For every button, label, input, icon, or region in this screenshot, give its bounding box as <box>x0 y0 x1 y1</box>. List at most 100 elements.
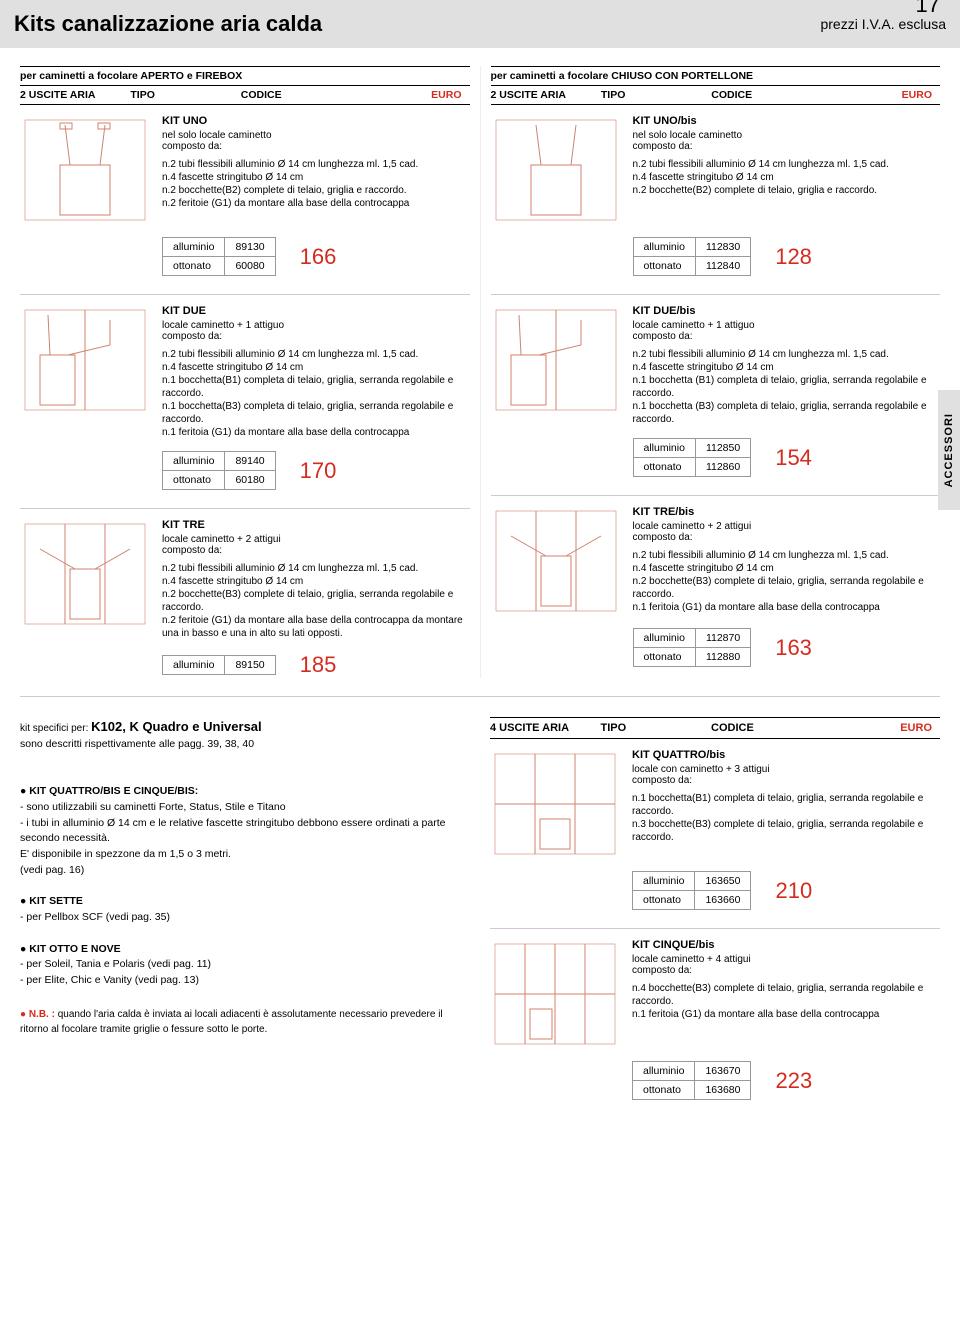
h-c3: CODICE <box>241 89 351 101</box>
kit-items: n.2 tubi flessibili alluminio Ø 14 cm lu… <box>633 158 941 197</box>
price-value: 163 <box>751 635 822 661</box>
cell: 89130 <box>225 238 275 257</box>
price-uno: alluminio89130ottonato60080 166 <box>162 237 470 276</box>
sette-title: KIT SETTE <box>20 894 470 910</box>
price-duebis: alluminio112850ottonato112860 154 <box>633 438 941 477</box>
cell: 89150 <box>225 656 275 675</box>
kit-name: KIT DUE/bis <box>633 305 941 317</box>
cell: 112840 <box>695 257 750 276</box>
kit-items: n.2 tubi flessibili alluminio Ø 14 cm lu… <box>633 549 941 614</box>
price-tre: alluminio89150 185 <box>162 652 470 678</box>
cell: 89140 <box>225 452 275 471</box>
h-c4: EURO <box>351 89 469 101</box>
price-unobis: alluminio112830ottonato112840 128 <box>633 237 941 276</box>
divider <box>20 508 470 509</box>
h-c2: TIPO <box>601 722 712 734</box>
kit-tre-illus <box>20 519 150 629</box>
kit-uno: KIT UNO nel solo locale caminettocompost… <box>20 115 470 225</box>
price-value: 154 <box>751 445 822 471</box>
side-tab: ACCESSORI <box>938 390 960 510</box>
spec-pre: kit specifici per: <box>20 723 91 734</box>
divider <box>491 294 941 295</box>
page-number: 17 <box>916 0 940 18</box>
h-c1: 2 USCITE ARIA <box>20 89 130 101</box>
kit-items: n.2 tubi flessibili alluminio Ø 14 cm lu… <box>162 348 470 439</box>
kit-cinquebis-illus <box>490 939 620 1049</box>
kit-trebis: KIT TRE/bis locale caminetto + 2 attigui… <box>491 506 941 616</box>
cell: 112850 <box>695 439 750 458</box>
kit-sub: nel solo locale caminettocomposto da: <box>633 130 941 152</box>
nb-text: quando l'aria calda è inviata ai locali … <box>20 1009 443 1035</box>
price-value: 185 <box>276 652 347 678</box>
column-divider <box>480 66 481 678</box>
cell: ottonato <box>633 257 695 276</box>
cell: alluminio <box>633 238 695 257</box>
price-value: 166 <box>276 244 347 270</box>
nb-label-text: N.B. : <box>29 1009 55 1020</box>
price-trebis: alluminio112870ottonato112880 163 <box>633 628 941 667</box>
cell: 112830 <box>695 238 750 257</box>
kit-name: KIT UNO/bis <box>633 115 941 127</box>
cell: alluminio <box>163 238 225 257</box>
cell: alluminio <box>633 439 695 458</box>
kit-name: KIT TRE/bis <box>633 506 941 518</box>
h-c3: CODICE <box>711 89 821 101</box>
kit-uno-illus <box>20 115 150 225</box>
cell: ottonato <box>633 458 695 477</box>
kit-quattrobis: KIT QUATTRO/bis locale con caminetto + 3… <box>490 749 940 859</box>
nb-label: ● <box>20 1009 29 1020</box>
kit-trebis-illus <box>491 506 621 616</box>
cell: alluminio <box>163 656 225 675</box>
kit-sub: locale caminetto + 1 attiguocomposto da: <box>162 320 470 342</box>
price-cinquebis: alluminio163670ottonato163680 223 <box>632 1061 940 1100</box>
h-c2: TIPO <box>601 89 711 101</box>
kit-sub: locale caminetto + 2 attiguicomposto da: <box>633 521 941 543</box>
h-c1: 2 USCITE ARIA <box>491 89 601 101</box>
cell: 112880 <box>695 648 750 667</box>
kit-duebis-illus <box>491 305 621 415</box>
bottom-left: kit specifici per: K102, K Quadro e Univ… <box>20 717 470 1100</box>
price-value: 223 <box>751 1068 822 1094</box>
divider <box>20 696 940 697</box>
kit-unobis-illus <box>491 115 621 225</box>
price-due: alluminio89140ottonato60180 170 <box>162 451 470 490</box>
cell: 60180 <box>225 471 275 490</box>
kit-items: n.4 bocchette(B3) complete di telaio, gr… <box>632 982 940 1021</box>
divider <box>491 495 941 496</box>
otto-body: - per Soleil, Tania e Polaris (vedi pag.… <box>20 957 470 989</box>
side-tab-label: ACCESSORI <box>943 413 955 487</box>
cell: ottonato <box>633 648 695 667</box>
cell: ottonato <box>633 1081 695 1100</box>
kit-sub: locale caminetto + 1 attiguocomposto da: <box>633 320 941 342</box>
kit-duebis: KIT DUE/bis locale caminetto + 1 attiguo… <box>491 305 941 426</box>
price-value: 170 <box>276 458 347 484</box>
sette-body: - per Pellbox SCF (vedi pag. 35) <box>20 910 470 926</box>
cell: ottonato <box>163 471 225 490</box>
specific-sub: sono descritti rispettivamente alle pagg… <box>20 737 470 753</box>
cell: 60080 <box>225 257 275 276</box>
right-pre: per caminetti a focolare CHIUSO CON PORT… <box>491 70 754 82</box>
left-pre: per caminetti a focolare APERTO e FIREBO… <box>20 70 242 82</box>
h-c4: EURO <box>822 89 940 101</box>
nb-line: ● N.B. : quando l'aria calda è inviata a… <box>20 1007 470 1037</box>
otto-title: KIT OTTO E NOVE <box>20 942 470 958</box>
kit-name: KIT TRE <box>162 519 470 531</box>
kit-due: KIT DUE locale caminetto + 1 attiguocomp… <box>20 305 470 439</box>
kit-name: KIT UNO <box>162 115 470 127</box>
kit-cinquebis: KIT CINQUE/bis locale caminetto + 4 atti… <box>490 939 940 1049</box>
price-quattrobis: alluminio163650ottonato163660 210 <box>632 871 940 910</box>
h-c2: TIPO <box>130 89 240 101</box>
cell: 112860 <box>695 458 750 477</box>
kit-name: KIT QUATTRO/bis <box>632 749 940 761</box>
cell: 163680 <box>695 1081 751 1100</box>
kit-sub: locale con caminetto + 3 attiguicomposto… <box>632 764 940 786</box>
cell: 163670 <box>695 1062 751 1081</box>
kit-sub: locale caminetto + 2 attiguicomposto da: <box>162 534 470 556</box>
price-value: 210 <box>751 878 822 904</box>
kit-items: n.2 tubi flessibili alluminio Ø 14 cm lu… <box>162 562 470 640</box>
header-subtitle: prezzi I.V.A. esclusa <box>820 16 946 32</box>
h-c3: CODICE <box>711 722 822 734</box>
cell: 163660 <box>695 891 751 910</box>
h-c4: EURO <box>822 722 941 734</box>
cell: alluminio <box>633 872 695 891</box>
